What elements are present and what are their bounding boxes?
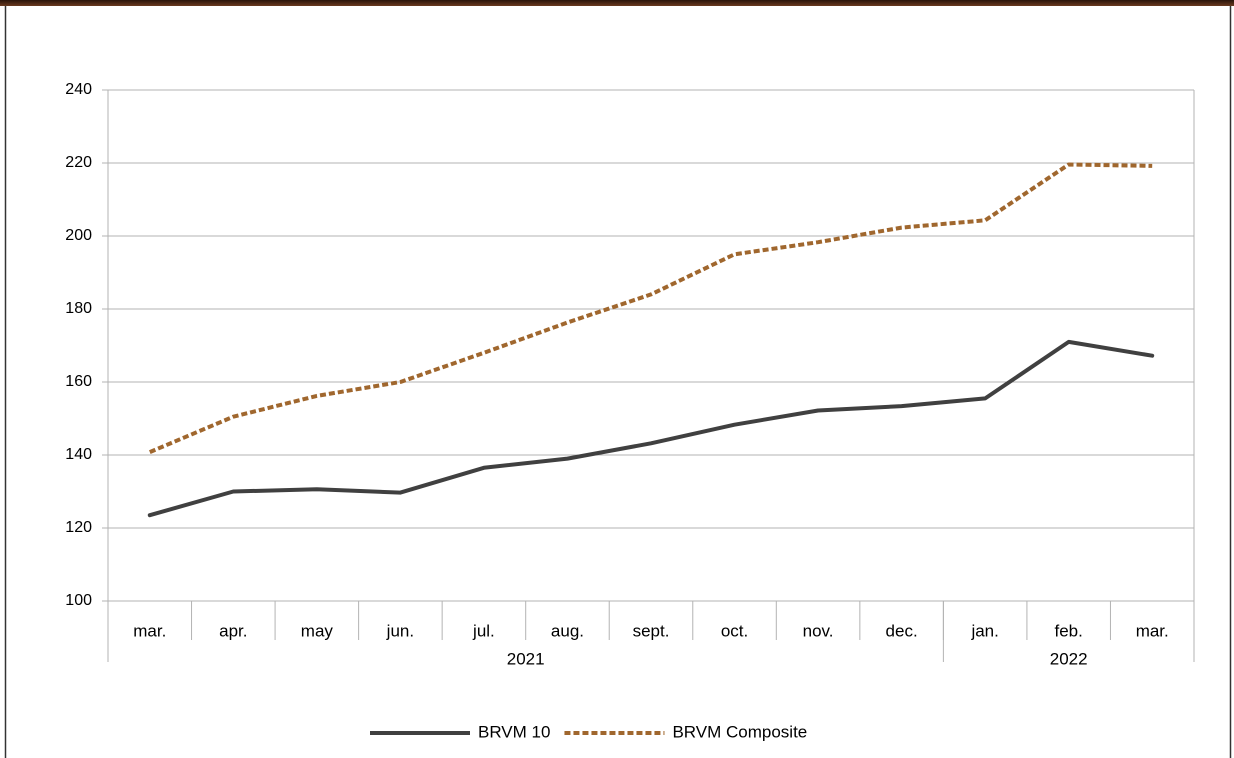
y-tick-label: 140 — [65, 446, 92, 463]
series-line — [149, 162, 1153, 454]
y-tick-label: 180 — [65, 300, 92, 317]
x-tick-label: aug. — [551, 621, 584, 640]
x-tick-label: jan. — [970, 621, 998, 640]
x-tick-label: jun. — [386, 621, 414, 640]
y-tick-label: 120 — [65, 519, 92, 536]
x-tick-label: dec. — [886, 621, 918, 640]
group-label: 2022 — [1050, 649, 1088, 668]
x-tick-label: mar. — [133, 621, 166, 640]
group-label: 2021 — [507, 649, 545, 668]
x-tick-label: sept. — [633, 621, 670, 640]
x-tick-label: apr. — [219, 621, 247, 640]
y-tick-label: 220 — [65, 154, 92, 171]
legend-label: BRVM 10 — [478, 722, 550, 741]
y-tick-label: 200 — [65, 227, 92, 244]
y-tick-label: 100 — [65, 592, 92, 609]
top-border — [0, 0, 1234, 6]
x-tick-label: may — [301, 621, 334, 640]
x-tick-label: mar. — [1136, 621, 1169, 640]
x-tick-label: nov. — [803, 621, 834, 640]
x-tick-label: feb. — [1055, 621, 1083, 640]
series-line — [147, 339, 1155, 518]
legend-label: BRVM Composite — [672, 722, 807, 741]
y-tick-label: 240 — [65, 81, 92, 98]
x-tick-label: oct. — [721, 621, 748, 640]
y-tick-label: 160 — [65, 373, 92, 390]
x-tick-label: jul. — [472, 621, 495, 640]
